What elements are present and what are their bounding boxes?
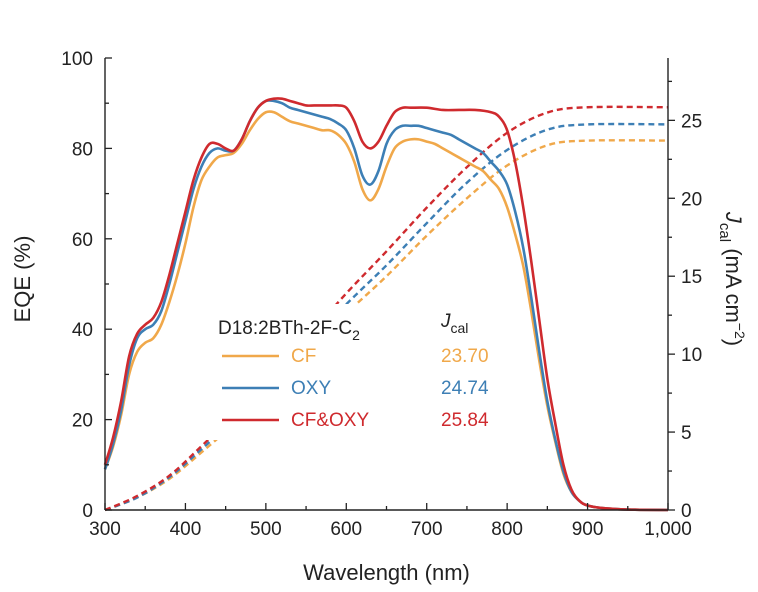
legend-title: D18:2BTh-2F-C2 [218,318,360,343]
right-y-label-main: J [721,211,746,224]
legend-jcal-value-cf: 23.70 [441,346,489,367]
legend-label-cf: CF [291,346,316,367]
ticks-group: 300 400 500 600 700 800 900 1,00002040608010005… [61,49,702,540]
legend-label-cf-oxy: CF&OXY [291,410,369,431]
eqe-curves-group [103,97,669,512]
right-y-label-sup: −2 [732,323,748,339]
legend-label-oxy: OXY [291,378,331,399]
x-axis-label: Wavelength (nm) [303,560,470,585]
eqe-curve-oxy [103,99,669,512]
legend-rows: CF 23.70 OXY 24.74 CF&OXY 25.84 [222,346,489,431]
x-tick-label: 300 [89,519,121,540]
legend: D18:2BTh-2F-C2 Jcal CF 23.70 OXY 24.74 CF&OX… [218,311,489,431]
legend-jcal-value-cf-oxy: 25.84 [441,410,489,431]
y-left-tick-label: 100 [61,49,93,70]
legend-title-sub: 2 [352,327,360,343]
y-right-tick-label: 10 [681,345,702,366]
right-y-label-sub: cal [716,223,733,242]
right-y-axis-label: Jcal (mA cm−2) [716,211,748,346]
y-right-tick-label: 20 [681,189,702,210]
y-left-tick-label: 0 [82,501,93,522]
y-right-tick-label: 15 [681,267,702,288]
x-tick-label: 900 [572,519,604,540]
eqe-curve-cf [103,110,669,512]
y-left-tick-label: 60 [72,230,93,251]
legend-background [205,304,545,440]
y-left-tick-label: 20 [72,411,93,432]
legend-jcal-header: Jcal [440,311,468,336]
y-right-tick-label: 0 [681,501,692,522]
eqe-curve-cf-oxy [103,97,669,512]
x-tick-label: 500 [250,519,282,540]
y-left-tick-label: 80 [72,139,93,160]
legend-jcal-value-oxy: 24.74 [441,378,489,399]
x-tick-label: 700 [411,519,443,540]
right-y-label-rest: (mA cm [721,242,746,323]
right-y-label-end: ) [721,339,746,346]
legend-jcal-main: J [440,311,451,332]
left-y-axis-label: EQE (%) [10,236,35,323]
x-tick-label: 800 [491,519,523,540]
x-tick-label: 1,000 [644,519,692,540]
y-right-tick-label: 25 [681,111,702,132]
legend-jcal-sub: cal [451,320,469,336]
x-tick-label: 600 [330,519,362,540]
y-left-tick-label: 40 [72,320,93,341]
legend-title-main: D18:2BTh-2F-C [218,318,352,339]
x-tick-label: 400 [170,519,202,540]
y-right-tick-label: 5 [681,423,692,444]
jcal-curve-cf-oxy [104,105,669,512]
